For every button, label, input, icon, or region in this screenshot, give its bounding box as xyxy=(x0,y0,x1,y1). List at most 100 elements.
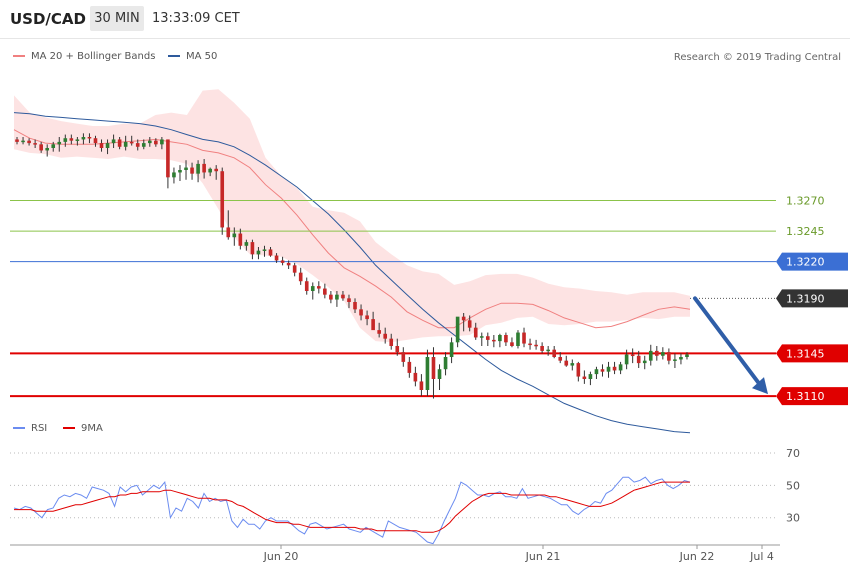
candle-body xyxy=(347,298,351,302)
candle-body xyxy=(564,360,569,366)
candle-body xyxy=(335,294,339,300)
candle-body xyxy=(606,366,611,372)
candle-body xyxy=(226,227,231,238)
candle-body xyxy=(371,319,375,331)
candle-body xyxy=(461,316,466,321)
rsi-tick-label: 50 xyxy=(786,479,800,492)
candle-body xyxy=(190,167,194,174)
resistance-level-label: 1.3245 xyxy=(786,225,825,238)
candle-body xyxy=(329,294,333,300)
candle-body xyxy=(516,332,520,346)
copyright-label: Research © 2019 Trading Central xyxy=(673,52,841,63)
candle-body xyxy=(21,140,25,143)
candle-body xyxy=(377,330,381,334)
candle-body xyxy=(522,332,526,344)
candle-body xyxy=(39,144,43,151)
candle-body xyxy=(184,167,188,170)
x-axis-tick-label: Jun 21 xyxy=(525,550,561,563)
candle-body xyxy=(504,335,508,343)
rsi-line xyxy=(13,476,691,545)
candle-body xyxy=(618,364,623,371)
bollinger-middle-line xyxy=(13,129,691,329)
candle-body xyxy=(154,140,158,145)
current-level-tag xyxy=(776,289,848,308)
candle-body xyxy=(654,350,659,356)
candle-body xyxy=(395,346,400,353)
candle-body xyxy=(582,376,587,379)
x-axis-tick-label: Jul 4 xyxy=(749,550,774,563)
support-level-tag xyxy=(776,387,848,406)
candle-body xyxy=(407,361,412,373)
candle-body xyxy=(546,349,550,352)
legend-ma50: MA 50 xyxy=(168,51,217,62)
candle-body xyxy=(172,172,176,178)
candle-body xyxy=(673,359,677,361)
candle-body xyxy=(473,327,478,338)
bollinger-band xyxy=(14,89,690,343)
ma50-legend-label: MA 50 xyxy=(186,51,218,62)
candle-body xyxy=(685,354,689,357)
candle-body xyxy=(63,138,68,142)
candle-body xyxy=(208,168,212,173)
rsi-tick-label: 70 xyxy=(786,447,800,460)
timeframe-button[interactable]: 30 MIN xyxy=(90,6,144,31)
candle-body xyxy=(667,352,671,361)
candle-body xyxy=(413,372,418,382)
candle-body xyxy=(81,137,86,140)
candle-body xyxy=(498,335,502,342)
candle-body xyxy=(256,250,261,255)
candle-body xyxy=(27,140,31,144)
candle-body xyxy=(383,333,388,339)
candle-body xyxy=(341,294,345,299)
candle-body xyxy=(401,352,406,362)
x-axis-tick-label: Jun 20 xyxy=(263,550,299,563)
rsi-legend-label: RSI xyxy=(31,423,48,434)
candle-body xyxy=(479,336,484,338)
rsi-ma-line xyxy=(14,481,690,533)
candle-body xyxy=(160,139,164,145)
candle-body xyxy=(443,357,448,370)
candle-body xyxy=(510,342,514,346)
candle-body xyxy=(316,286,321,289)
candle-body xyxy=(648,350,653,361)
candle-body xyxy=(51,144,56,148)
candle-body xyxy=(534,344,538,347)
candle-body xyxy=(298,272,303,282)
candle-body xyxy=(594,369,599,375)
resistance-level-label: 1.3270 xyxy=(786,195,825,208)
candle-body xyxy=(425,357,430,390)
timestamp-label: 13:33:09 CET xyxy=(152,11,240,26)
candle-body xyxy=(449,342,454,357)
candle-body xyxy=(129,141,134,144)
candle-body xyxy=(117,139,122,147)
candle-body xyxy=(359,309,363,316)
candle-body xyxy=(141,143,146,147)
candle-body xyxy=(147,140,152,144)
candle-body xyxy=(419,381,424,390)
legend-rsi: RSI xyxy=(13,423,47,434)
9ma-legend-swatch xyxy=(63,427,75,429)
candle-body xyxy=(238,233,243,246)
candle-body xyxy=(624,354,629,365)
chart-header: USD/CAD 30 MIN 13:33:09 CET xyxy=(0,0,850,39)
symbol-label: USD/CAD xyxy=(10,10,86,28)
candle-body xyxy=(485,336,490,340)
candle-body xyxy=(111,139,116,144)
rsi-tick-label: 30 xyxy=(786,512,800,525)
candle-body xyxy=(93,138,98,144)
candle-body xyxy=(123,141,128,147)
candle-body xyxy=(304,281,309,291)
candle-body xyxy=(552,349,557,357)
candle-body xyxy=(75,139,80,141)
candle-body xyxy=(679,357,683,360)
candle-body xyxy=(178,170,182,173)
9ma-legend-label: 9MA xyxy=(81,423,103,434)
candle-body xyxy=(540,346,544,351)
support-level-tag xyxy=(776,344,848,363)
candle-body xyxy=(33,143,37,145)
candle-body xyxy=(87,137,92,139)
candle-body xyxy=(528,343,532,346)
candle-body xyxy=(280,260,285,263)
legend-bollinger: MA 20 + Bollinger Bands xyxy=(13,51,155,62)
candle-body xyxy=(588,374,593,379)
